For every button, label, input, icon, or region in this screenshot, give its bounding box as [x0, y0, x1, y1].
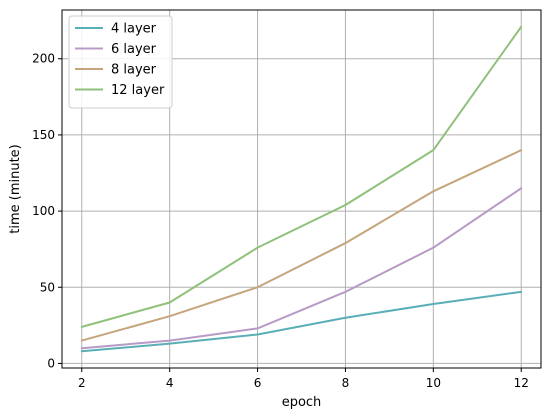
y-axis-label: time (minute)	[8, 144, 23, 234]
x-tick-label: 6	[254, 376, 262, 390]
legend-label: 12 layer	[111, 83, 165, 98]
legend-label: 4 layer	[111, 22, 157, 37]
x-tick-label: 8	[342, 376, 350, 390]
x-axis-label: epoch	[282, 395, 322, 410]
legend: 4 layer 6 layer 8 layer 12 layer	[68, 15, 173, 109]
x-tick-label: 2	[78, 376, 86, 390]
series-line-4-layer	[80, 290, 523, 353]
y-tick-label: 200	[32, 52, 55, 66]
y-tick-label: 0	[47, 356, 55, 370]
x-tick-label: 10	[426, 376, 441, 390]
legend-label: 8 layer	[111, 63, 157, 78]
y-tick-label: 50	[40, 280, 55, 294]
legend-label: 6 layer	[111, 42, 157, 57]
axis-ticks: 2 4 6 8 10 12 0 50 100 150 200	[32, 52, 529, 390]
series-line-8-layer	[80, 149, 523, 342]
x-tick-label: 12	[514, 376, 529, 390]
y-tick-label: 100	[32, 204, 55, 218]
series-line-12-layer	[80, 25, 523, 328]
legend-box	[68, 15, 173, 109]
series-line-6-layer	[80, 187, 523, 350]
y-tick-label: 150	[32, 128, 55, 142]
x-tick-label: 4	[166, 376, 174, 390]
series-lines	[80, 25, 523, 353]
plot-frame	[61, 9, 542, 369]
